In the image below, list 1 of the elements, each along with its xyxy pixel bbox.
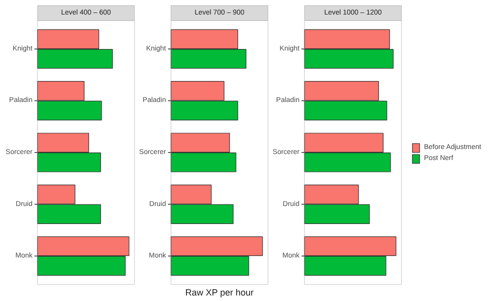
x-axis-title: Raw XP per hour: [185, 288, 254, 298]
